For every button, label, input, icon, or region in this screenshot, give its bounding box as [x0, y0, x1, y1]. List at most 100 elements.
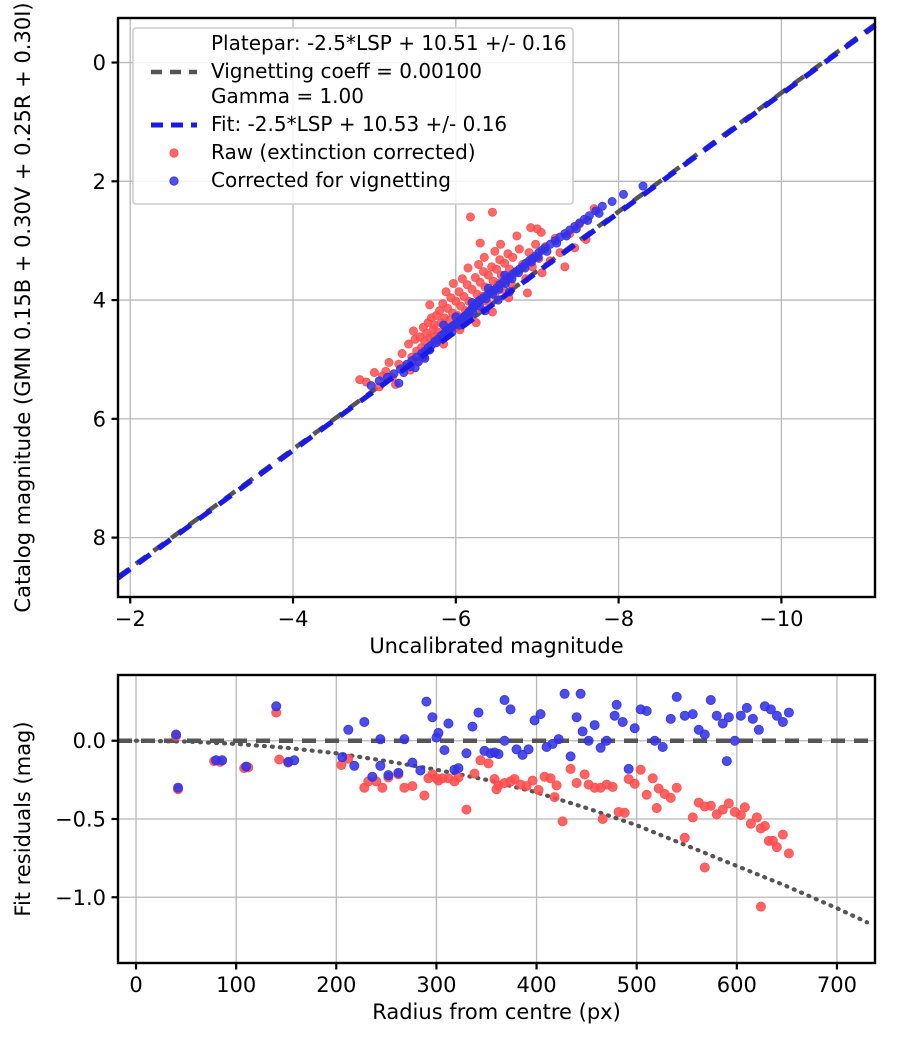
data-point [641, 706, 652, 717]
data-point [619, 807, 630, 818]
data-point [747, 713, 758, 724]
data-point [565, 763, 576, 774]
data-point [451, 312, 461, 322]
x-tick-label: 600 [717, 973, 757, 997]
x-tick-label: −4 [278, 607, 309, 631]
legend-label: Fit: -2.5*LSP + 10.53 +/- 0.16 [211, 112, 507, 136]
data-point [453, 763, 464, 774]
data-point [617, 716, 628, 727]
data-point [597, 814, 608, 825]
data-point [399, 734, 410, 745]
data-point [467, 297, 477, 307]
data-point [337, 752, 348, 763]
data-point [665, 792, 676, 803]
x-tick-label: −8 [603, 607, 634, 631]
y-tick-label: 0.0 [73, 729, 106, 753]
data-point [777, 829, 788, 840]
y-axis-title-panel1: Catalog magnitude (GMN 0.15B + 0.30V + 0… [11, 2, 35, 612]
data-point [271, 701, 282, 712]
data-point [507, 274, 517, 284]
data-point [171, 729, 182, 740]
data-point [579, 769, 590, 780]
data-point [425, 300, 435, 310]
data-point [783, 848, 794, 859]
data-point [367, 771, 378, 782]
data-point [483, 270, 493, 280]
panel-photometric-calibration: −2 −4 −6 −8 −10 0 2 4 6 8 Uncalibrated magnitude Ca… [11, 2, 877, 658]
data-point [545, 773, 556, 784]
data-point [407, 757, 418, 768]
panel-fit-residuals: 0 100 200 300 400 500 600 700 0.0 −0.5 −1.0 Radius … [11, 673, 877, 1024]
data-point [359, 716, 370, 727]
data-point [427, 712, 438, 723]
data-point [771, 842, 782, 853]
data-point [439, 320, 449, 330]
data-point [665, 713, 676, 724]
legend-marker-dot-blue [169, 176, 179, 186]
data-point [607, 196, 617, 206]
data-point [394, 378, 404, 388]
data-point [461, 804, 472, 815]
data-point [475, 238, 485, 248]
data-point [523, 744, 534, 755]
legend-marker-dot-red [169, 148, 179, 158]
data-point [759, 821, 770, 832]
data-point [699, 729, 710, 740]
data-point [439, 745, 450, 756]
x-axis-title-panel1: Uncalibrated magnitude [369, 634, 623, 658]
legend: Platepar: -2.5*LSP + 10.51 +/- 0.16 Vigne… [132, 27, 574, 205]
data-point [441, 287, 451, 297]
data-point [611, 699, 622, 710]
data-point [723, 712, 734, 723]
data-point [649, 735, 660, 746]
data-point [494, 284, 504, 294]
data-point [618, 189, 628, 199]
legend-label: Raw (extinction corrected) [211, 140, 476, 164]
x-tick-label: 100 [216, 973, 256, 997]
legend-item: Fit: -2.5*LSP + 10.53 +/- 0.16 [151, 112, 507, 136]
data-point [404, 339, 414, 349]
x-tick-label: −10 [759, 607, 803, 631]
data-point [473, 707, 484, 718]
data-point [483, 758, 494, 769]
data-point [408, 326, 418, 336]
data-point [753, 724, 764, 735]
y-tick-label: −0.5 [55, 808, 106, 832]
x-tick-label: 700 [817, 973, 857, 997]
data-point [601, 735, 612, 746]
data-point [687, 812, 698, 823]
x-tick-label: −6 [440, 607, 471, 631]
data-point [559, 688, 570, 699]
x-axis-title-panel2: Radius from centre (px) [372, 1000, 621, 1024]
data-point [274, 754, 285, 765]
data-point [739, 802, 750, 813]
data-point [487, 207, 497, 217]
data-point [671, 691, 682, 702]
scatter-series-corrected [366, 181, 648, 391]
data-point [641, 789, 652, 800]
data-point [595, 742, 606, 753]
data-point [577, 726, 588, 737]
data-point [583, 215, 593, 225]
x-tick-label: 200 [316, 973, 356, 997]
legend-box [132, 27, 574, 205]
data-point [647, 773, 658, 784]
data-point [571, 712, 582, 723]
data-point [638, 181, 648, 191]
data-point [384, 357, 394, 367]
data-point [527, 775, 538, 786]
data-point [377, 782, 388, 793]
data-point [508, 252, 518, 262]
residual-series-raw [171, 707, 794, 912]
data-point [512, 231, 522, 241]
data-point [419, 790, 430, 801]
data-point [687, 709, 698, 720]
data-point [483, 283, 493, 293]
data-point [421, 696, 432, 707]
data-point [635, 764, 646, 775]
data-point [474, 301, 484, 311]
data-point [679, 710, 690, 721]
data-point [542, 246, 552, 256]
